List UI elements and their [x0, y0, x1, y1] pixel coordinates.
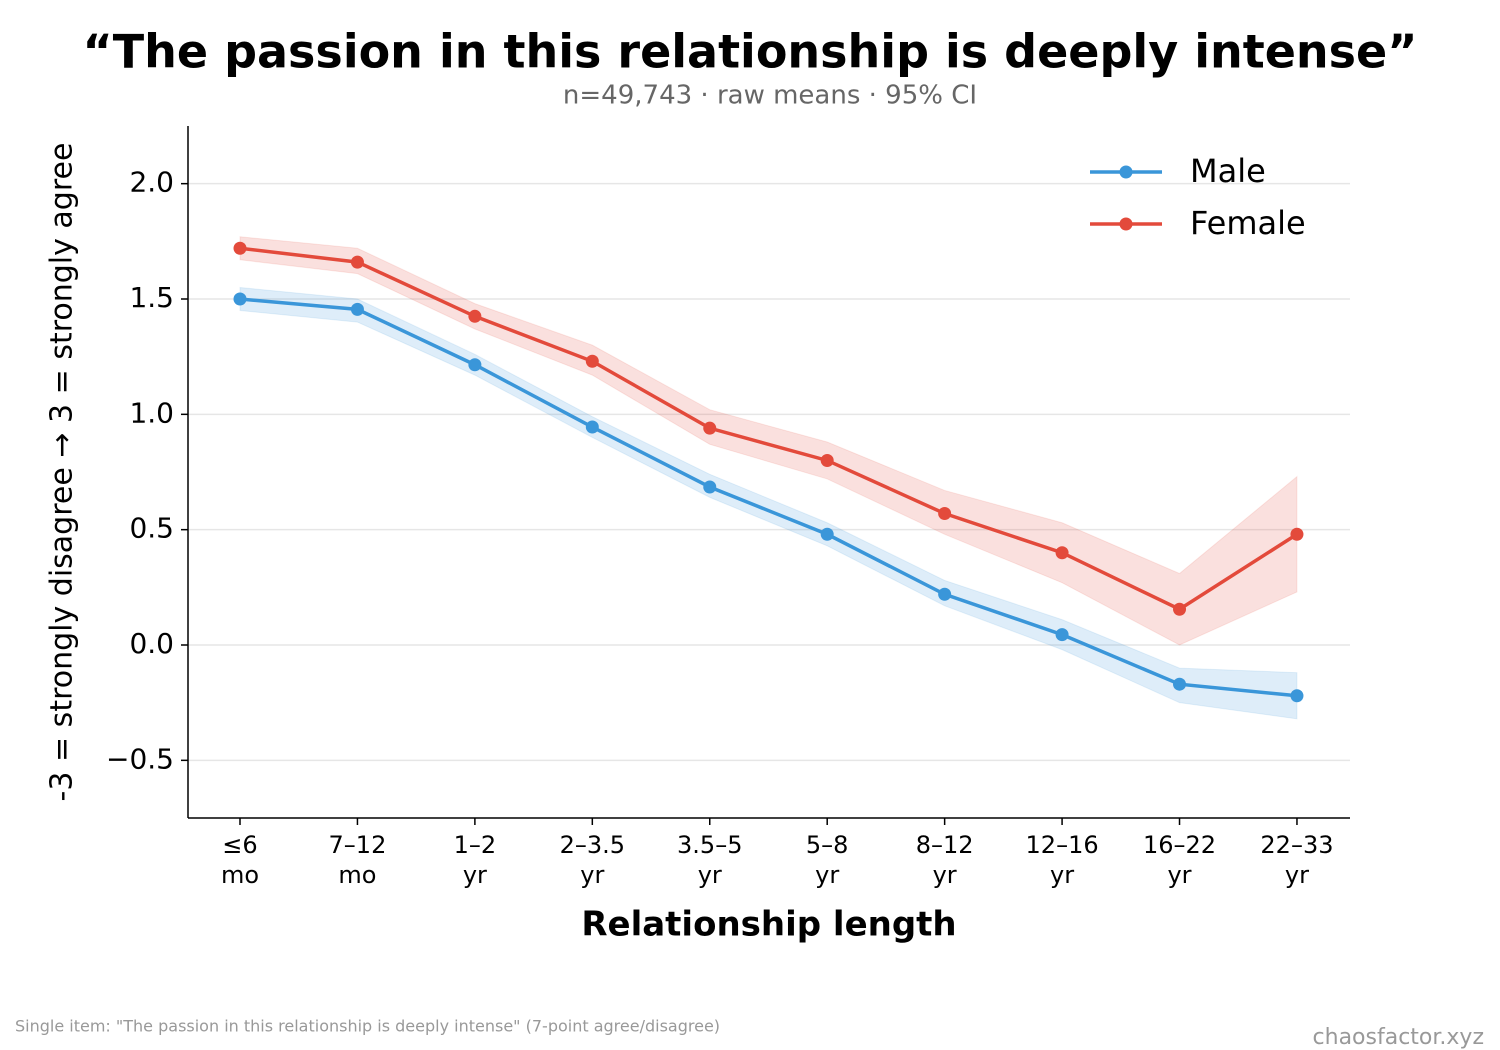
point	[585, 420, 599, 434]
x-tick-label: 12–16 yr	[1025, 831, 1099, 889]
point	[1173, 602, 1187, 616]
y-tick-label: 2.0	[129, 166, 174, 199]
legend-marker	[1119, 217, 1133, 231]
footnote: Single item: "The passion in this relati…	[15, 1017, 720, 1036]
watermark: chaosfactor.xyz	[1313, 1025, 1484, 1050]
x-tick-label: 5–8 yr	[805, 831, 849, 889]
legend-label: Female	[1190, 204, 1306, 242]
point	[1290, 689, 1304, 703]
x-tick-label: 16–22 yr	[1142, 831, 1217, 889]
point	[820, 453, 834, 467]
x-tick-label: 3.5–5 yr	[677, 831, 743, 889]
x-tick-label: 1–2 yr	[453, 831, 497, 889]
y-tick-label: 0.0	[129, 627, 174, 660]
series-line	[239, 246, 1298, 612]
point	[233, 241, 247, 255]
point	[938, 587, 952, 601]
point	[1055, 628, 1069, 642]
ci-band	[239, 236, 1298, 646]
x-tick-label: 8–12 yr	[915, 831, 974, 889]
point	[350, 255, 364, 269]
point	[468, 358, 482, 372]
point	[585, 354, 599, 368]
point	[468, 309, 482, 323]
point	[703, 421, 717, 435]
legend-marker	[1119, 165, 1133, 179]
x-tick-label: 7–12 mo	[328, 831, 387, 889]
x-tick-label: 22–33 yr	[1260, 831, 1334, 889]
point	[1055, 546, 1069, 560]
legend-label: Male	[1190, 152, 1266, 190]
chart-subtitle: n=49,743 · raw means · 95% CI	[563, 81, 977, 111]
y-tick-label: 0.5	[129, 512, 174, 545]
point	[1173, 677, 1187, 691]
ci-band	[239, 286, 1298, 720]
point	[233, 292, 247, 306]
y-tick-label: 1.5	[129, 281, 174, 314]
point	[703, 480, 717, 494]
x-tick-label: 2–3.5 yr	[559, 831, 626, 889]
point	[938, 507, 952, 521]
x-axis-label: Relationship length	[581, 905, 956, 945]
point	[820, 527, 834, 541]
y-tick-label: 1.0	[129, 396, 174, 429]
point	[1290, 527, 1304, 541]
y-tick-label: −0.5	[106, 742, 174, 775]
y-axis-label: -3 = strongly disagree → 3 = strongly ag…	[45, 143, 80, 802]
point	[350, 302, 364, 316]
chart-title: “The passion in this relationship is dee…	[83, 25, 1418, 79]
x-tick-label: ≤6 mo	[220, 831, 260, 889]
series-line	[239, 297, 1298, 698]
